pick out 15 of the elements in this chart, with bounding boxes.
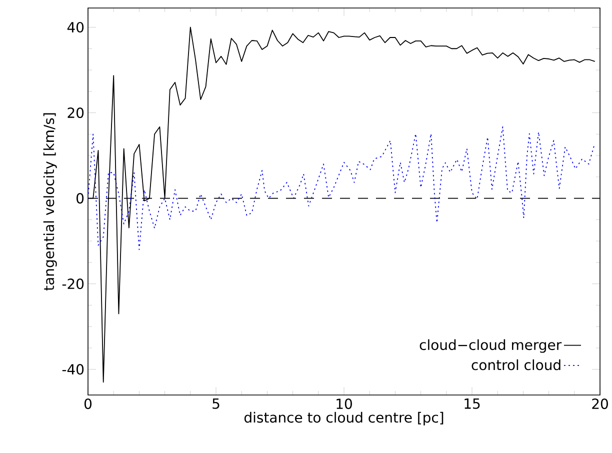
y-tick-label: -40 [62, 364, 84, 375]
y-axis-title: tangential velocity [km/s] [43, 113, 57, 291]
y-tick-label: 40 [67, 22, 84, 33]
x-axis-title: distance to cloud centre [pc] [244, 412, 444, 426]
x-tick-label: 0 [84, 398, 92, 410]
y-tick-label: 20 [68, 107, 84, 118]
legend-label: cloud−cloud merger [420, 339, 562, 353]
x-tick-label: 20 [592, 398, 608, 410]
y-tick-label: 0 [76, 193, 84, 204]
x-tick-label: 15 [464, 398, 480, 409]
y-tick-label: -20 [62, 278, 84, 290]
x-tick-label: 5 [212, 398, 220, 409]
line-series [88, 126, 595, 250]
legend-label: control cloud [472, 359, 560, 370]
x-tick-label: 10 [336, 398, 352, 410]
